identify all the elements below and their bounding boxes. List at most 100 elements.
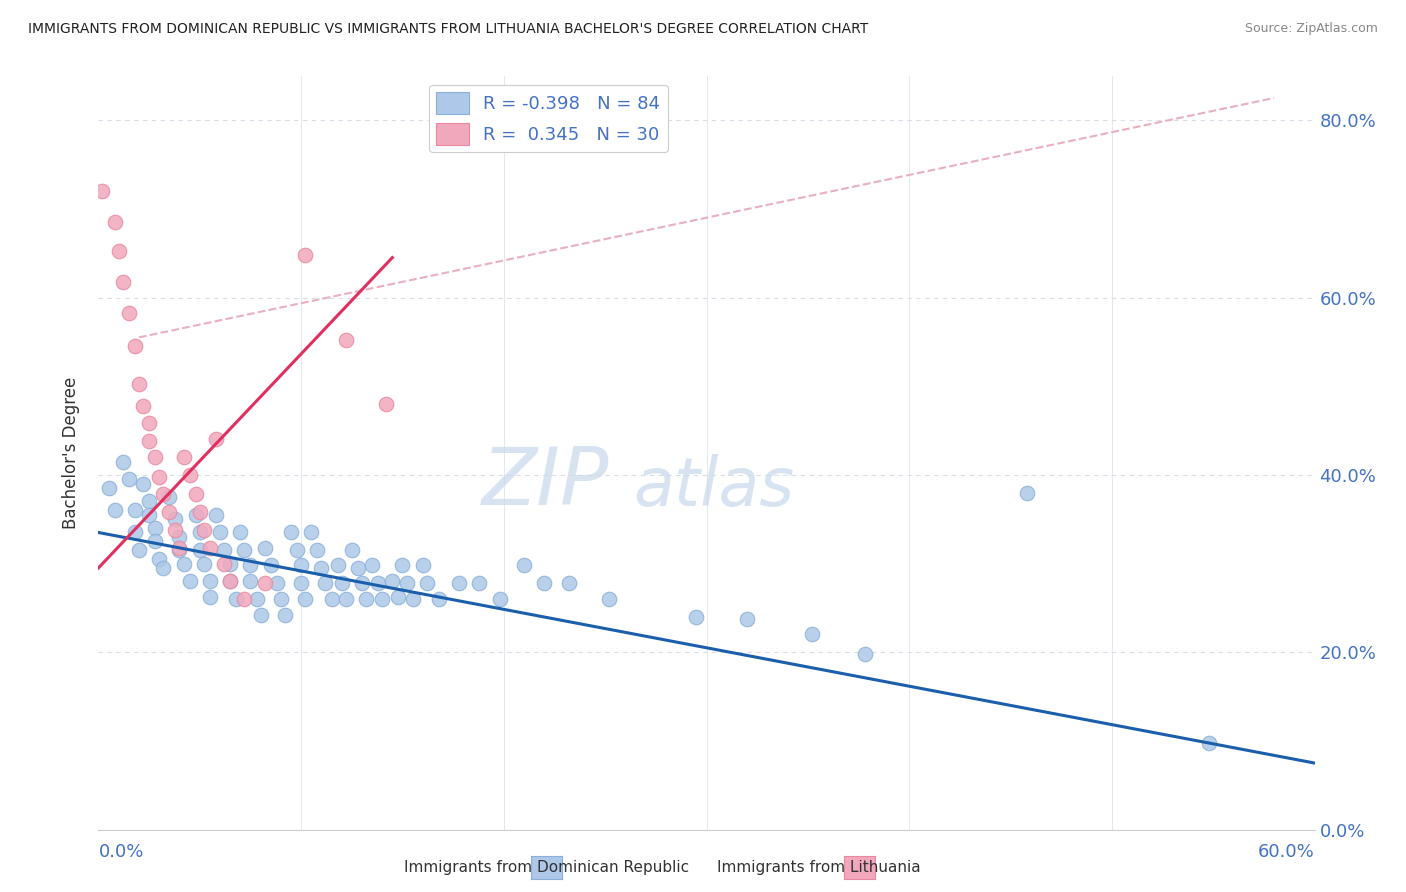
Point <box>107 244 129 259</box>
Point <box>427 592 450 607</box>
Point <box>138 508 160 522</box>
Point <box>179 467 201 482</box>
Point <box>148 469 170 483</box>
Point <box>124 503 146 517</box>
Point <box>354 592 377 607</box>
Point <box>219 574 242 589</box>
Point <box>326 558 349 573</box>
Point <box>290 558 312 573</box>
Point <box>128 543 150 558</box>
Point <box>104 503 127 517</box>
Point <box>91 184 114 198</box>
Point <box>198 541 221 555</box>
Point <box>395 576 418 591</box>
Point <box>260 558 283 573</box>
Point <box>118 472 141 486</box>
Point <box>488 592 510 607</box>
Point <box>169 530 191 544</box>
Point <box>557 576 579 591</box>
Point <box>311 561 333 575</box>
Point <box>205 508 228 522</box>
Point <box>184 487 207 501</box>
Point <box>198 574 221 589</box>
Point <box>347 561 370 575</box>
Point <box>138 434 160 449</box>
Point <box>340 543 363 558</box>
Point <box>124 339 146 353</box>
Point <box>270 592 292 607</box>
Point <box>205 433 228 447</box>
Point <box>367 576 389 591</box>
Point <box>350 576 373 591</box>
Point <box>335 592 357 607</box>
Point <box>314 576 336 591</box>
Point <box>184 508 207 522</box>
Point <box>219 574 242 589</box>
Point <box>249 607 271 622</box>
Point <box>239 574 262 589</box>
Point <box>173 450 195 464</box>
Point <box>148 552 170 566</box>
Point <box>132 399 155 413</box>
Point <box>233 543 256 558</box>
Point <box>173 557 195 571</box>
Point <box>128 377 150 392</box>
Point <box>188 543 211 558</box>
Text: 60.0%: 60.0% <box>1258 843 1315 861</box>
Text: Immigrants from Dominican Republic: Immigrants from Dominican Republic <box>404 860 689 874</box>
Point <box>412 558 434 573</box>
Point <box>299 525 322 540</box>
Point <box>294 592 316 607</box>
Point <box>179 574 201 589</box>
Point <box>152 487 174 501</box>
Point <box>598 592 620 607</box>
Text: ZIP: ZIP <box>482 444 609 522</box>
Point <box>239 558 262 573</box>
Point <box>513 558 536 573</box>
Point <box>416 576 439 591</box>
Point <box>853 647 876 661</box>
Point <box>118 306 141 320</box>
Point <box>169 543 191 558</box>
Point <box>169 541 191 555</box>
Point <box>143 534 166 549</box>
Point <box>533 576 555 591</box>
Point <box>233 592 256 607</box>
Point <box>685 609 707 624</box>
Point <box>209 525 232 540</box>
Point <box>219 557 242 571</box>
Point <box>104 215 127 229</box>
Point <box>132 476 155 491</box>
Point <box>335 333 357 347</box>
Point <box>285 543 308 558</box>
Text: IMMIGRANTS FROM DOMINICAN REPUBLIC VS IMMIGRANTS FROM LITHUANIA BACHELOR'S DEGRE: IMMIGRANTS FROM DOMINICAN REPUBLIC VS IM… <box>28 22 869 37</box>
Point <box>371 592 394 607</box>
Point <box>229 525 252 540</box>
Point <box>152 561 174 575</box>
Point <box>280 525 302 540</box>
Point <box>165 523 187 537</box>
Point <box>157 490 180 504</box>
Point <box>193 523 215 537</box>
Point <box>391 558 413 573</box>
Point <box>361 558 384 573</box>
Y-axis label: Bachelor's Degree: Bachelor's Degree <box>62 376 80 529</box>
Point <box>1198 736 1220 750</box>
Point <box>321 592 343 607</box>
Point <box>381 574 404 589</box>
Legend: R = -0.398   N = 84, R =  0.345   N = 30: R = -0.398 N = 84, R = 0.345 N = 30 <box>429 85 668 153</box>
Point <box>198 591 221 605</box>
Point <box>138 417 160 431</box>
Point <box>290 576 312 591</box>
Point <box>266 576 288 591</box>
Point <box>143 450 166 464</box>
Text: atlas: atlas <box>634 454 794 520</box>
Point <box>212 543 235 558</box>
Point <box>212 557 235 571</box>
Point <box>253 541 276 555</box>
Text: 0.0%: 0.0% <box>98 843 143 861</box>
Text: Immigrants from Lithuania: Immigrants from Lithuania <box>717 860 921 874</box>
Point <box>800 627 823 641</box>
Point <box>157 505 180 519</box>
Point <box>307 543 329 558</box>
